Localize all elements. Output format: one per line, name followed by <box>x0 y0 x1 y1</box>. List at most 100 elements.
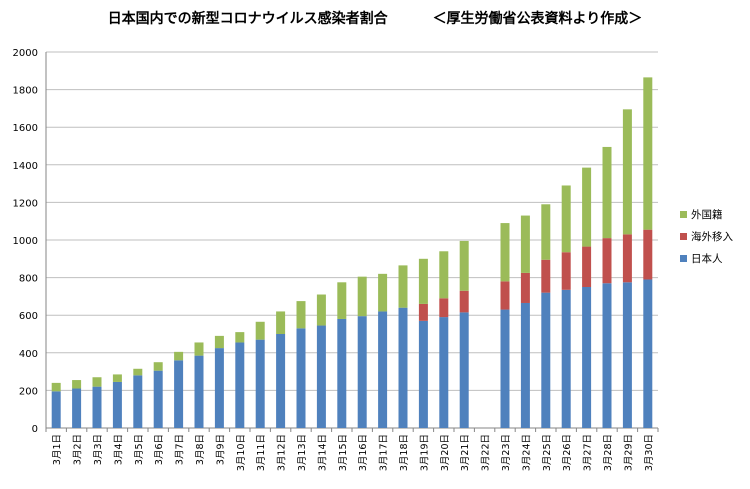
bar-japanese <box>582 287 592 428</box>
legend-label: 日本人 <box>691 252 723 265</box>
x-tick-label: 3月16日 <box>358 434 369 471</box>
bar-foreign <box>398 265 408 308</box>
bar-foreign <box>500 223 510 282</box>
chart-subtitle: ＜厚生労働省公表資料より作成＞ <box>432 11 643 27</box>
bar-foreign <box>72 380 82 389</box>
bar-foreign <box>276 311 286 334</box>
bar-japanese <box>561 289 571 428</box>
x-tick-label: 3月29日 <box>623 434 634 471</box>
x-tick-label: 3月19日 <box>419 434 430 471</box>
bar-japanese <box>316 325 326 428</box>
bar-japanese <box>500 309 510 428</box>
bar-japanese <box>72 388 82 428</box>
bar-foreign <box>439 251 449 299</box>
legend-swatch <box>680 233 687 240</box>
bar-imported <box>500 281 510 310</box>
x-tick-label: 3月26日 <box>562 434 573 471</box>
bar-japanese <box>418 320 428 428</box>
chart-title: 日本国内での新型コロナウイルス感染者割合 ＜厚生労働省公表資料より作成＞ <box>0 8 750 28</box>
x-tick-label: 3月9日 <box>215 434 226 465</box>
x-tick-label: 3月30日 <box>644 434 655 471</box>
bar-foreign <box>194 342 204 356</box>
legend-label: 外国籍 <box>691 208 723 221</box>
y-tick-label: 1800 <box>13 86 38 97</box>
y-tick-label: 1600 <box>13 123 38 134</box>
bar-japanese <box>92 386 102 428</box>
bar-japanese <box>296 328 306 428</box>
bar-foreign <box>174 351 184 361</box>
x-tick-label: 3月13日 <box>297 434 308 471</box>
bar-foreign <box>296 301 306 329</box>
bar-foreign <box>235 332 245 343</box>
bar-japanese <box>153 370 163 428</box>
bar-japanese <box>51 391 61 428</box>
legend-swatch <box>680 255 687 262</box>
x-tick-label: 3月1日 <box>52 434 63 465</box>
bar-foreign <box>92 377 102 387</box>
chart-title-text: 日本国内での新型コロナウイルス感染者割合 <box>107 11 388 27</box>
x-tick-label: 3月21日 <box>460 434 471 471</box>
x-tick-label: 3月28日 <box>603 434 614 471</box>
bar-japanese <box>459 312 469 428</box>
x-tick-label: 3月10日 <box>236 434 247 471</box>
x-tick-label: 3月2日 <box>73 434 84 465</box>
x-tick-label: 3月18日 <box>399 434 410 471</box>
x-tick-label: 3月20日 <box>440 434 451 471</box>
bar-japanese <box>439 317 449 428</box>
bar-japanese <box>357 316 367 428</box>
x-tick-label: 3月14日 <box>317 434 328 471</box>
bar-foreign <box>378 273 388 312</box>
x-tick-label: 3月27日 <box>583 434 594 471</box>
bar-japanese <box>622 282 632 428</box>
y-tick-label: 1200 <box>13 198 38 209</box>
x-tick-label: 3月3日 <box>93 434 104 465</box>
bar-foreign <box>357 276 367 317</box>
bar-japanese <box>174 360 184 428</box>
x-tick-label: 3月22日 <box>481 434 492 471</box>
bar-imported <box>602 238 612 284</box>
bar-foreign <box>561 185 571 253</box>
bar-foreign <box>316 294 326 326</box>
bar-imported <box>561 252 571 290</box>
x-tick-label: 3月17日 <box>379 434 390 471</box>
legend-swatch <box>680 211 687 218</box>
bar-japanese <box>235 342 245 428</box>
bar-imported <box>541 259 551 293</box>
bar-japanese <box>398 307 408 428</box>
bar-imported <box>439 298 449 318</box>
x-tick-label: 3月7日 <box>175 434 186 465</box>
y-tick-label: 200 <box>19 386 38 397</box>
y-tick-label: 800 <box>19 274 38 285</box>
bar-imported <box>582 246 592 287</box>
bar-imported <box>520 272 530 303</box>
bar-japanese <box>214 348 224 428</box>
bar-foreign <box>133 368 143 376</box>
bar-imported <box>622 234 632 283</box>
bar-foreign <box>214 335 224 349</box>
y-tick-label: 1000 <box>13 236 38 247</box>
bar-foreign <box>459 240 469 291</box>
bar-imported <box>643 229 653 280</box>
bar-foreign <box>418 258 428 304</box>
bar-japanese <box>520 302 530 428</box>
bar-foreign <box>520 215 530 273</box>
x-tick-label: 3月8日 <box>195 434 206 465</box>
bar-foreign <box>622 109 632 235</box>
x-tick-label: 3月12日 <box>277 434 288 471</box>
y-tick-label: 600 <box>19 311 38 322</box>
y-tick-label: 400 <box>19 349 38 360</box>
bar-japanese <box>378 311 388 428</box>
x-tick-label: 3月5日 <box>134 434 145 465</box>
x-tick-label: 3月4日 <box>113 434 124 465</box>
bar-japanese <box>194 355 204 428</box>
y-tick-label: 2000 <box>13 48 38 59</box>
bar-foreign <box>541 204 551 260</box>
x-tick-label: 3月23日 <box>501 434 512 471</box>
bar-foreign <box>582 167 592 247</box>
y-tick-label: 1400 <box>13 161 38 172</box>
bar-foreign <box>255 321 265 340</box>
bar-foreign <box>112 374 122 382</box>
bar-japanese <box>112 381 122 428</box>
